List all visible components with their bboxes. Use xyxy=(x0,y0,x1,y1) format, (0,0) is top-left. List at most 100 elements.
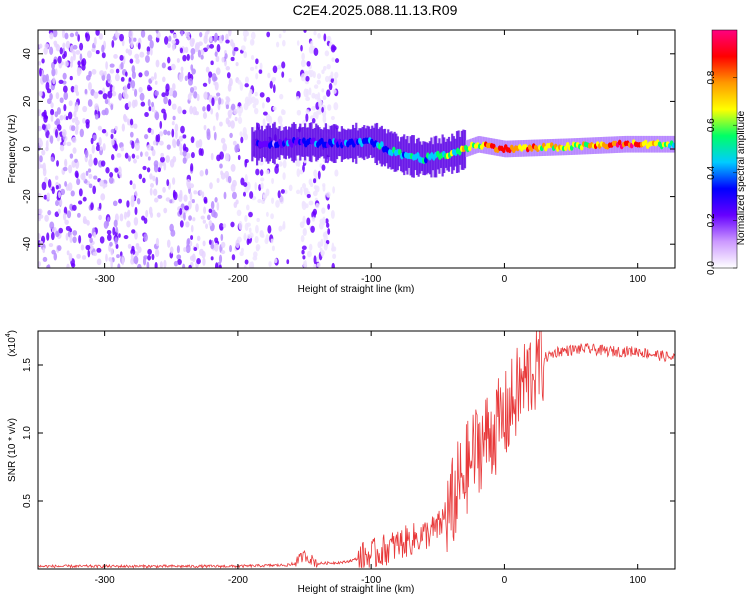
noise-blob xyxy=(155,237,160,247)
noise-blob xyxy=(182,157,187,164)
x-tick-label: -100 xyxy=(361,575,381,586)
noise-blob xyxy=(326,191,331,198)
noise-blob xyxy=(248,261,254,268)
noise-blob xyxy=(164,36,169,45)
noise-blob xyxy=(58,79,64,84)
noise-blob xyxy=(59,199,63,206)
noise-blob xyxy=(115,243,119,249)
noise-blob xyxy=(148,86,153,91)
noise-blob xyxy=(330,71,334,79)
noise-blob xyxy=(230,39,234,47)
noise-blob xyxy=(252,255,258,261)
noise-blob xyxy=(174,38,180,46)
noise-blob xyxy=(260,182,264,190)
noise-blob xyxy=(334,71,339,79)
noise-blob xyxy=(82,105,88,113)
noise-blob xyxy=(75,124,79,132)
noise-blob xyxy=(66,141,72,147)
noise-blob xyxy=(300,235,305,243)
noise-blob xyxy=(110,104,114,111)
noise-blob xyxy=(88,232,92,239)
noise-blob xyxy=(335,58,340,63)
noise-blob xyxy=(255,244,261,251)
noise-blob xyxy=(248,211,253,218)
noise-blob xyxy=(54,129,59,138)
noise-blob xyxy=(299,221,305,228)
noise-blob xyxy=(254,181,258,191)
y-tick-label: -40 xyxy=(22,237,33,252)
noise-blob xyxy=(254,91,258,97)
noise-blob xyxy=(303,228,307,236)
noise-blob xyxy=(215,92,221,97)
noise-blob xyxy=(295,96,300,101)
noise-blob xyxy=(200,215,205,220)
noise-blob xyxy=(59,47,63,55)
noise-blob xyxy=(143,255,148,260)
noise-blob xyxy=(202,111,208,120)
noise-blob xyxy=(327,228,331,235)
noise-blob xyxy=(136,155,140,160)
noise-blob xyxy=(183,194,188,202)
noise-blob xyxy=(202,106,206,112)
noise-blob xyxy=(206,214,211,221)
noise-blob xyxy=(114,167,119,173)
x-tick-label: -200 xyxy=(228,274,248,285)
noise-blob xyxy=(63,104,67,112)
noise-blob xyxy=(332,246,337,252)
noise-blob xyxy=(134,53,140,59)
noise-blob xyxy=(198,138,203,148)
noise-blob xyxy=(233,108,238,115)
snr-x-axis-label: Height of straight line (km) xyxy=(298,584,415,595)
noise-blob xyxy=(202,82,208,87)
noise-blob xyxy=(110,133,114,140)
noise-blob xyxy=(128,30,134,38)
noise-blob xyxy=(114,143,118,152)
noise-blob xyxy=(38,139,44,148)
noise-blob xyxy=(136,198,141,205)
noise-blob xyxy=(306,250,312,258)
noise-blob xyxy=(238,220,243,230)
noise-blob xyxy=(105,131,109,137)
noise-blob xyxy=(196,93,200,102)
noise-blob xyxy=(262,118,266,127)
noise-blob xyxy=(304,70,309,77)
noise-blob xyxy=(237,154,241,161)
noise-blob xyxy=(195,203,199,213)
noise-blob xyxy=(194,111,199,116)
noise-blob xyxy=(127,155,132,162)
noise-blob xyxy=(120,76,125,82)
noise-blob xyxy=(38,61,42,66)
noise-blob xyxy=(101,44,105,53)
noise-blob xyxy=(72,236,77,244)
noise-blob xyxy=(93,157,98,166)
noise-blob xyxy=(64,180,68,187)
ridge-band xyxy=(252,131,256,157)
noise-blob xyxy=(275,199,280,208)
noise-blob xyxy=(242,191,246,197)
noise-blob xyxy=(311,105,317,111)
noise-blob xyxy=(230,221,235,228)
noise-blob xyxy=(330,115,335,121)
noise-blob xyxy=(313,263,317,268)
noise-blob xyxy=(173,260,179,267)
noise-blob xyxy=(225,96,230,101)
noise-blob xyxy=(39,67,42,77)
noise-blob xyxy=(239,82,244,91)
noise-blob xyxy=(51,186,55,195)
noise-blob xyxy=(159,131,164,137)
noise-blob xyxy=(150,129,155,135)
noise-blob xyxy=(134,88,138,97)
noise-blob xyxy=(124,152,129,159)
noise-blob xyxy=(46,232,50,241)
noise-blob xyxy=(42,256,48,262)
noise-blob xyxy=(159,140,164,146)
noise-blob xyxy=(203,91,208,100)
noise-blob xyxy=(70,85,75,93)
noise-blob xyxy=(62,85,68,93)
noise-blob xyxy=(210,108,214,115)
noise-blob xyxy=(208,239,212,245)
noise-blob xyxy=(54,211,60,218)
noise-blob xyxy=(119,33,125,42)
noise-blob xyxy=(168,98,172,107)
noise-blob xyxy=(169,30,174,34)
